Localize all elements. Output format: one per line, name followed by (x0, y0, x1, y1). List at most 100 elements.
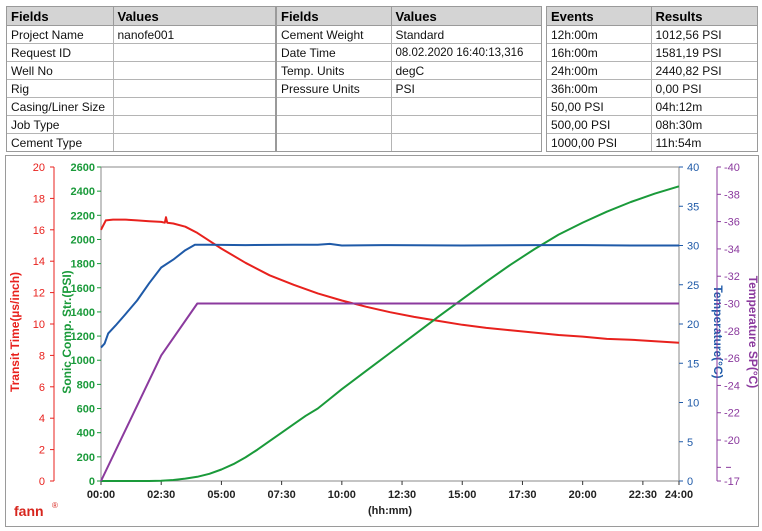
table-row: Temp. Units degC (277, 61, 541, 80)
tempsp-tick-label: -24 (724, 380, 740, 392)
sonic-tick-label: 2600 (71, 162, 95, 174)
table-cell: Request ID (7, 43, 114, 62)
logo-text: fann (14, 503, 44, 519)
table-cell: 500,00 PSI (547, 115, 652, 134)
table-row: Cement Type (7, 133, 275, 151)
table-cell (113, 43, 275, 62)
tempsp-tick-label: -36 (724, 217, 740, 229)
tempsp-tick-label: -40 (724, 162, 740, 174)
table-cell: 1000,00 PSI (547, 133, 652, 151)
table-cell (277, 97, 392, 116)
table-cell: 04h:12m (651, 97, 757, 116)
transit-tick-label: 10 (33, 319, 45, 331)
project-table-grid: Fields Values Project Name nanofe001 Requ… (7, 7, 275, 151)
table-cell: Date Time (277, 43, 392, 62)
column-header: Results (651, 7, 757, 26)
temp-tick-label: 35 (687, 201, 699, 213)
temp-tick-label: 25 (687, 280, 699, 292)
sonic-tick-label: 400 (77, 428, 95, 440)
table-cell: Cement Type (7, 133, 114, 151)
temp-tick-label: 20 (687, 319, 699, 331)
table-row (277, 115, 541, 134)
sonic-series-line (101, 185, 680, 482)
transit-tick-label: 4 (39, 413, 45, 425)
temp-tick-label: 15 (687, 358, 699, 370)
transit-tick-label: 0 (39, 476, 45, 488)
table-cell: PSI (391, 79, 541, 98)
table-row: Cement Weight Standard (277, 25, 541, 44)
transit-tick-label: 12 (33, 288, 45, 300)
table-row: 16h:00m 1581,19 PSI (547, 43, 757, 62)
tempsp-tick-label: -17 (724, 476, 740, 488)
table-cell (391, 115, 541, 134)
x-tick-label: 07:30 (268, 489, 296, 501)
temp-tick-label: 0 (687, 476, 693, 488)
temp-tick-label: 10 (687, 398, 699, 410)
results-table-grid: Events Results 12h:00m 1012,56 PSI 16h:00… (547, 7, 757, 151)
table-row: 500,00 PSI 08h:30m (547, 115, 757, 134)
table-cell: 2440,82 PSI (651, 61, 757, 80)
sonic-tick-label: 2200 (71, 210, 95, 222)
table-row (277, 97, 541, 116)
temp-axis-title: Temperature(°C) (711, 285, 725, 378)
table-row: Date Time 08.02.2020 16:40:13,316 (277, 43, 541, 62)
x-tick-label: 02:30 (147, 489, 175, 501)
table-cell: 11h:54m (655, 135, 702, 150)
sonic-tick-label: 1000 (71, 355, 95, 367)
fann-logo: fann ® (14, 501, 58, 519)
table-row: Well No (7, 61, 275, 80)
tempsp-tick-label: -20 (724, 435, 740, 447)
x-tick-label: 05:00 (207, 489, 235, 501)
x-tick-label: 15:00 (448, 489, 476, 501)
table-cell: Casing/Liner Size (7, 97, 114, 116)
sonic-tick-label: 0 (89, 476, 95, 488)
table-row: Rig (7, 79, 275, 98)
table-cell: Pressure Units (277, 79, 392, 98)
table-cell: Rig (7, 79, 114, 98)
settings-table: Fields Values Cement Weight Standard Date… (276, 6, 542, 152)
table-cell: 12h:00m (547, 25, 652, 44)
sonic-axis-title: Sonic Comp. Str.(PSI) (60, 270, 74, 393)
table-cell: 0,00 PSI (651, 79, 757, 98)
transit-tick-label: 18 (33, 193, 45, 205)
table-row: 36h:00m 0,00 PSI (547, 79, 757, 98)
table-cell: 1581,19 PSI (651, 43, 757, 62)
x-tick-label: 17:30 (508, 489, 536, 501)
x-tick-label: 22:30 (629, 489, 657, 501)
table-cell: 50,00 PSI (547, 97, 652, 116)
table-row: Project Name nanofe001 (7, 25, 275, 44)
sonic-tick-label: 600 (77, 404, 95, 416)
project-table: Fields Values Project Name nanofe001 Requ… (6, 6, 276, 152)
transit-tick-label: 2 (39, 445, 45, 457)
table-cell: Cement Weight (277, 25, 392, 44)
table-cell: degC (391, 61, 541, 80)
table-cell (113, 61, 275, 80)
column-header: Fields (277, 7, 392, 26)
temp-tick-label: 40 (687, 162, 699, 174)
column-header: Fields (7, 7, 114, 26)
temp-tick-label: 5 (687, 437, 693, 449)
sonic-tick-label: 2000 (71, 234, 95, 246)
table-cell: 08.02.2020 16:40:13,316 (391, 43, 541, 62)
table-row: Pressure Units PSI (277, 79, 541, 98)
sonic-tick-label: 800 (77, 379, 95, 391)
table-cell: 16h:00m (547, 43, 652, 62)
table-cell (113, 79, 275, 98)
settings-table-grid: Fields Values Cement Weight Standard Date… (277, 7, 541, 151)
transit-tick-label: 8 (39, 350, 45, 362)
tempsp-tick-label: -32 (724, 271, 740, 283)
table-cell (277, 133, 392, 151)
tempsp-tick-label: -22 (724, 408, 740, 420)
plot-area (100, 166, 680, 482)
series-layer (100, 185, 680, 482)
table-row: 24h:00m 2440,82 PSI (547, 61, 757, 80)
table-cell (277, 115, 392, 134)
table-row: 1000,00 PSI 11h:54m (547, 133, 757, 151)
tempsp-series-line (100, 302, 679, 482)
x-tick-label: 12:30 (388, 489, 416, 501)
logo-mark: ® (52, 501, 58, 510)
table-cell: Project Name (7, 25, 114, 44)
table-cell: 24h:00m (547, 61, 652, 80)
sonic-tick-label: 1200 (71, 331, 95, 343)
transit-tick-label: 16 (33, 225, 45, 237)
